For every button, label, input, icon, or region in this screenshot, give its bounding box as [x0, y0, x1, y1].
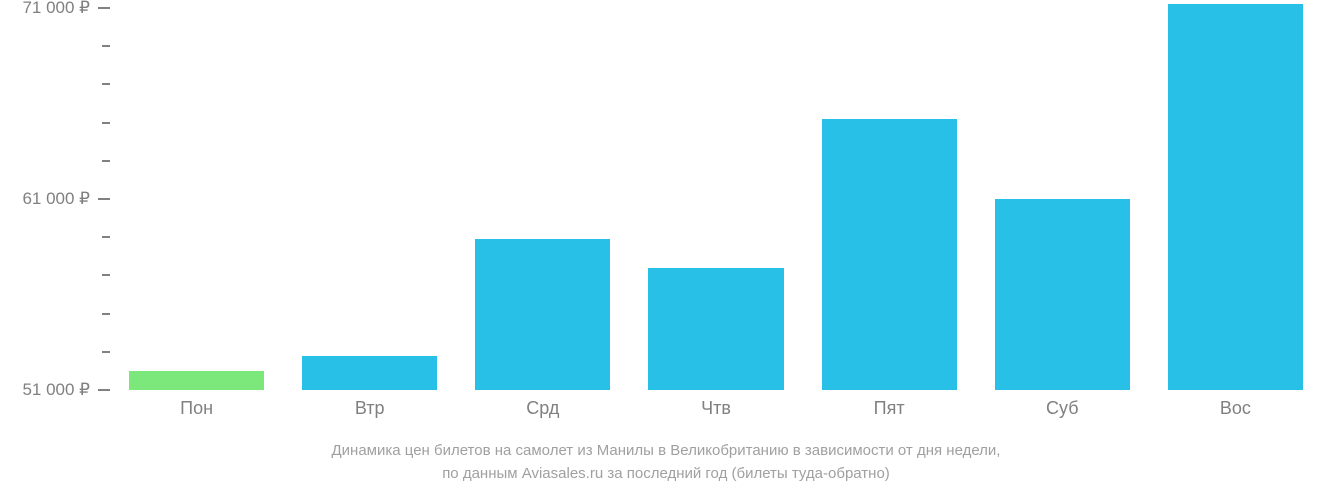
y-tick-label: 51 000 ₽ — [22, 380, 90, 400]
bar-wrapper — [976, 0, 1149, 390]
bar-Пят — [822, 119, 957, 390]
bar-wrapper — [629, 0, 802, 390]
bar-wrapper — [1149, 0, 1322, 390]
bars-group — [110, 0, 1322, 390]
x-label: Пон — [110, 398, 283, 419]
y-tick-major: 71 000 ₽ — [22, 0, 110, 18]
bar-wrapper — [803, 0, 976, 390]
tick-mark-icon — [98, 389, 110, 391]
y-tick-minor — [102, 83, 110, 85]
caption-line-1: Динамика цен билетов на самолет из Манил… — [20, 440, 1312, 463]
bar-Втр — [302, 356, 437, 390]
y-tick-minor — [102, 160, 110, 162]
bar-wrapper — [283, 0, 456, 390]
x-label: Втр — [283, 398, 456, 419]
y-tick-minor — [102, 313, 110, 315]
y-tick-minor — [102, 45, 110, 47]
x-label: Суб — [976, 398, 1149, 419]
y-axis: 51 000 ₽61 000 ₽71 000 ₽ — [0, 0, 110, 390]
x-axis-labels: ПонВтрСрдЧтвПятСубВос — [110, 398, 1322, 419]
bar-wrapper — [456, 0, 629, 390]
plot-area — [110, 0, 1322, 390]
bar-Чтв — [648, 268, 783, 390]
price-by-weekday-chart: 51 000 ₽ 61 000 ₽ 71 000 ₽ ПонВтрСрдЧтвПят… — [0, 0, 1332, 502]
y-tick-label: 61 000 ₽ — [22, 189, 90, 209]
y-tick-minor — [102, 351, 110, 353]
x-label: Срд — [456, 398, 629, 419]
y-tick-major: 61 000 ₽ — [22, 189, 110, 209]
bar-wrapper — [110, 0, 283, 390]
caption-line-2: по данным Aviasales.ru за последний год … — [20, 463, 1312, 486]
tick-mark-icon — [98, 7, 110, 9]
y-tick-major: 51 000 ₽ — [22, 380, 110, 400]
x-label: Чтв — [629, 398, 802, 419]
y-tick-label: 71 000 ₽ — [22, 0, 90, 18]
bar-Суб — [995, 199, 1130, 390]
x-label: Пят — [803, 398, 976, 419]
tick-mark-icon — [98, 198, 110, 200]
bar-Вос — [1168, 4, 1303, 390]
chart-caption: Динамика цен билетов на самолет из Манил… — [0, 440, 1332, 485]
x-label: Вос — [1149, 398, 1322, 419]
y-tick-minor — [102, 274, 110, 276]
bar-Срд — [475, 239, 610, 390]
bar-Пон — [129, 371, 264, 390]
y-tick-minor — [102, 236, 110, 238]
y-tick-minor — [102, 122, 110, 124]
